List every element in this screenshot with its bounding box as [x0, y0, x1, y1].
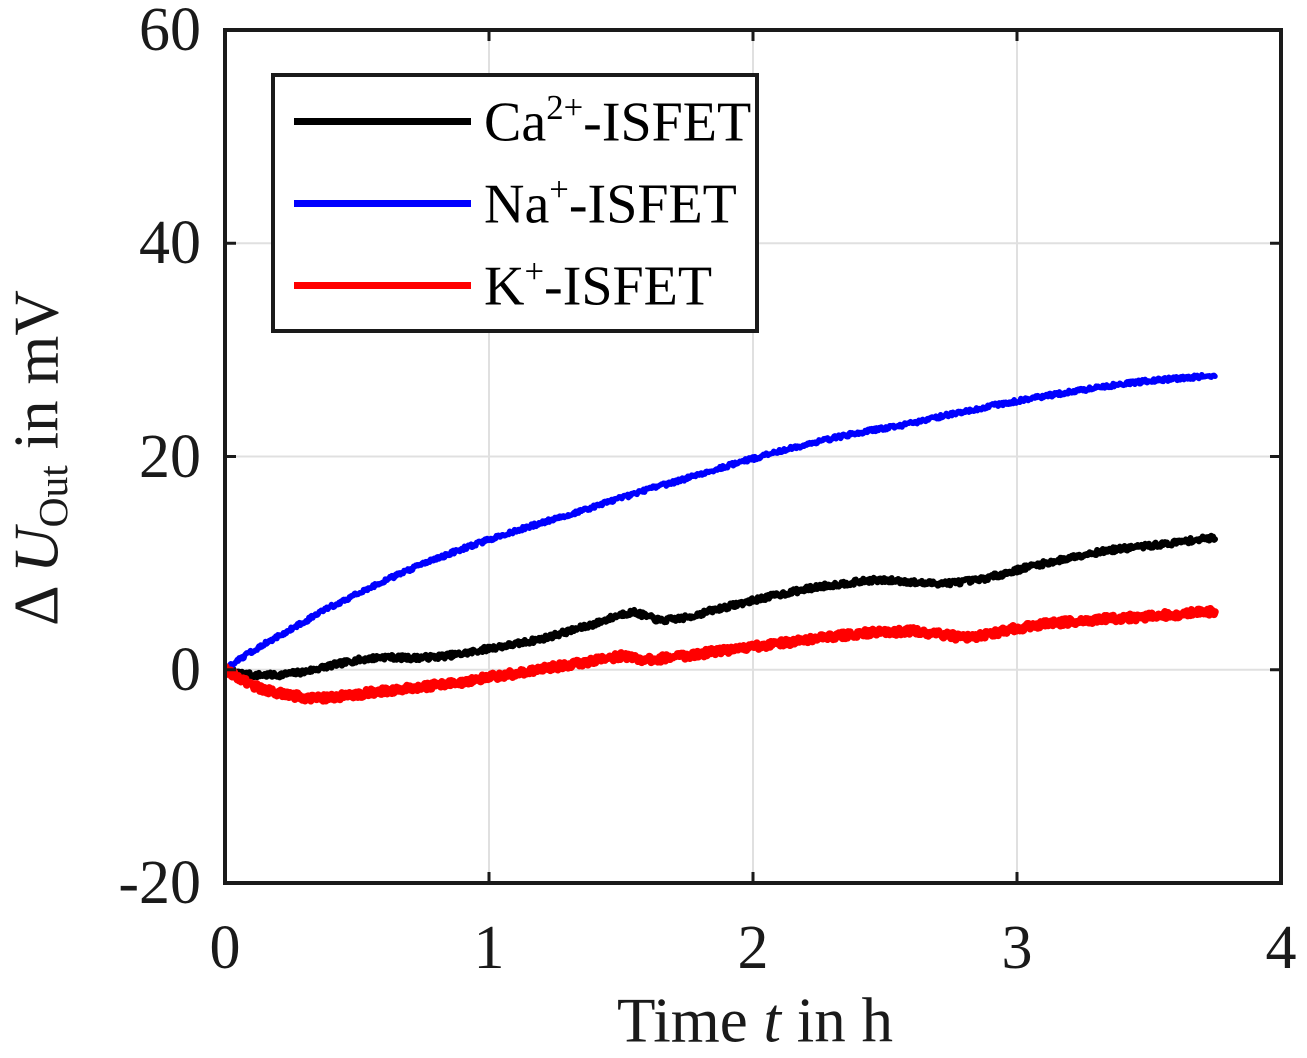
y-label-symbol: U	[1, 527, 72, 574]
tick-marks	[223, 28, 1283, 885]
y-tick-label: -20	[118, 849, 201, 917]
x-tick-label: 2	[737, 914, 769, 982]
x-tick-label: 0	[209, 914, 241, 982]
legend-label-k-isfet: K+-ISFET	[484, 252, 713, 318]
y-label-subscript: Out	[29, 465, 76, 528]
y-tick-label: 20	[139, 422, 201, 491]
series-lines	[223, 371, 1219, 705]
legend-label-base: K	[484, 255, 525, 318]
legend-item-na-isfet: Na+-ISFET	[294, 162, 755, 244]
series-line-ca-isfet	[223, 532, 1218, 681]
series-line-na-isfet	[223, 371, 1218, 675]
x-tick-label: 3	[1001, 914, 1033, 982]
legend-label-superscript: 2+	[546, 88, 584, 128]
legend-swatch-na-isfet	[294, 199, 471, 207]
y-label-prefix: Δ	[1, 573, 72, 626]
legend-label-base: Na	[484, 173, 550, 236]
y-axis-label: Δ UOut in mV	[2, 290, 76, 626]
legend-label-rest: -ISFET	[544, 255, 713, 318]
legend-item-k-isfet: K+-ISFET	[294, 244, 755, 326]
legend-label-rest: -ISFET	[583, 91, 752, 154]
x-axis-label: Time t in h	[617, 989, 893, 1053]
legend-label-na-isfet: Na+-ISFET	[484, 170, 737, 236]
series-line-k-isfet	[223, 604, 1219, 705]
y-tick-label: 0	[170, 635, 201, 704]
x-tick-label: 1	[473, 914, 505, 982]
x-label-prefix: Time	[616, 985, 764, 1056]
y-tick-label: 40	[139, 209, 201, 278]
y-tick-label: 60	[139, 0, 201, 64]
legend-swatch-ca-isfet	[294, 117, 471, 125]
legend-item-ca-isfet: Ca2+-ISFET	[294, 80, 755, 162]
legend-label-ca-isfet: Ca2+-ISFET	[484, 88, 752, 154]
legend-label-rest: -ISFET	[568, 173, 737, 236]
legend-swatch-k-isfet	[294, 281, 471, 289]
legend-label-base: Ca	[484, 91, 547, 154]
x-tick-label: 4	[1265, 914, 1297, 982]
legend-label-superscript: +	[524, 252, 545, 292]
x-label-suffix: in h	[781, 985, 894, 1056]
legend-label-superscript: +	[549, 170, 569, 210]
legend: Ca2+-ISFET Na+-ISFET K+-ISFET	[271, 73, 759, 333]
y-label-suffix: in mV	[1, 290, 72, 466]
x-label-symbol: t	[763, 985, 781, 1056]
